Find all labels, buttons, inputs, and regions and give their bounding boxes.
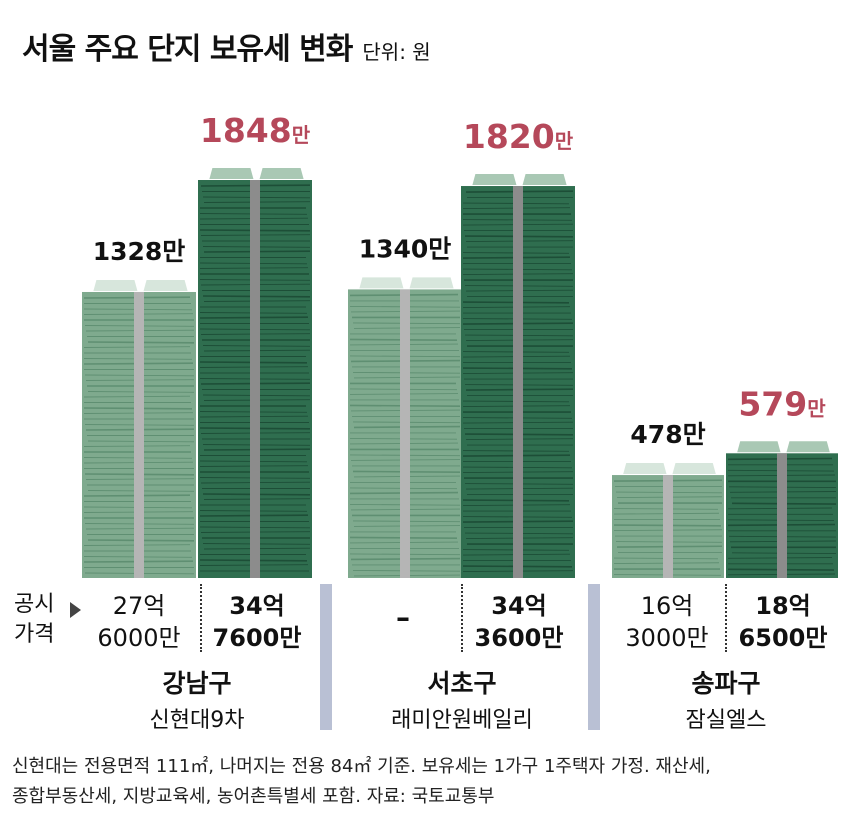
- top-bill: [143, 279, 188, 291]
- price-line2: 3000만: [625, 624, 709, 652]
- unit-label: 단위: 원: [362, 40, 431, 64]
- row-label-line2: 가격: [14, 622, 55, 647]
- price-before-songpa: 16억 3000만: [612, 590, 722, 654]
- row-label-line1: 공시: [14, 592, 55, 617]
- price-line1: –: [396, 601, 410, 634]
- bar-stack: [461, 174, 575, 578]
- price-divider: [725, 584, 727, 652]
- price-line1: 34억: [229, 592, 285, 620]
- bar-stack: [348, 277, 462, 578]
- after-suffix: 만: [292, 123, 311, 147]
- data-label-before: 1340만: [359, 234, 452, 263]
- top-bill: [93, 279, 138, 291]
- district-label: 송파구: [691, 669, 761, 698]
- price-before-gangnam: 27억 6000만: [82, 590, 196, 654]
- after-number: 1820: [463, 117, 555, 156]
- bar-stack: [612, 463, 724, 578]
- money-band: [777, 453, 787, 578]
- bar-stack: [726, 441, 838, 578]
- money-band: [663, 475, 673, 578]
- price-before-seocho: –: [348, 602, 458, 634]
- top-bill: [472, 174, 517, 186]
- after-number: 1848: [200, 111, 292, 150]
- data-label-before: 1328만: [93, 237, 186, 266]
- footnote-line1: 신현대는 전용면적 111㎡, 나머지는 전용 84㎡ 기준. 보유세는 1가구…: [12, 756, 711, 777]
- price-after-seocho: 34억 3600만: [463, 590, 575, 654]
- top-bill: [522, 174, 567, 186]
- district-label: 서초구: [427, 669, 497, 698]
- money-band: [513, 186, 523, 578]
- price-line1: 16억: [640, 592, 694, 620]
- data-label-after: 579만: [738, 384, 826, 423]
- price-divider: [461, 584, 463, 652]
- row-arrow-icon: [70, 602, 81, 618]
- data-label-before: 478만: [630, 420, 705, 449]
- top-bill: [359, 277, 404, 289]
- money-band: [134, 291, 144, 578]
- footnote-line2: 종합부동산세, 지방교육세, 농어촌특별세 포함. 자료: 국토교통부: [12, 786, 495, 807]
- district-label: 강남구: [162, 669, 232, 698]
- group-separator: [320, 584, 332, 730]
- chart-title: 서울 주요 단지 보유세 변화 단위: 원: [22, 24, 431, 68]
- top-bill: [259, 168, 304, 179]
- bar-stack: [82, 279, 196, 578]
- price-line2: 7600만: [212, 624, 302, 652]
- after-suffix: 만: [807, 396, 826, 420]
- price-line1: 27억: [112, 592, 166, 620]
- price-line1: 18억: [755, 592, 811, 620]
- price-line2: 6000만: [97, 624, 181, 652]
- top-bill: [737, 441, 781, 453]
- price-after-songpa: 18억 6500만: [727, 590, 839, 654]
- footnote: 신현대는 전용면적 111㎡, 나머지는 전용 84㎡ 기준. 보유세는 1가구…: [12, 752, 852, 812]
- money-band: [400, 289, 410, 578]
- data-label-after: 1848만: [200, 111, 311, 150]
- group-separator: [588, 584, 600, 730]
- after-suffix: 만: [555, 129, 574, 153]
- price-after-gangnam: 34억 7600만: [202, 590, 312, 654]
- data-label-after: 1820만: [463, 117, 574, 156]
- price-line1: 34억: [491, 592, 547, 620]
- price-line2: 6500만: [738, 624, 828, 652]
- after-number: 579: [738, 384, 807, 423]
- top-bill: [209, 168, 254, 179]
- price-line2: 3600만: [474, 624, 564, 652]
- complex-label: 신현대9차: [149, 708, 245, 733]
- complex-label: 잠실엘스: [685, 708, 767, 733]
- title-text: 서울 주요 단지 보유세 변화: [22, 32, 353, 67]
- money-band: [250, 180, 260, 578]
- complex-label: 래미안원베일리: [391, 708, 533, 733]
- top-bill: [672, 463, 716, 475]
- top-bill: [786, 441, 830, 453]
- top-bill: [409, 277, 454, 289]
- top-bill: [623, 463, 667, 475]
- price-divider: [200, 584, 202, 652]
- bar-stack: [198, 168, 312, 578]
